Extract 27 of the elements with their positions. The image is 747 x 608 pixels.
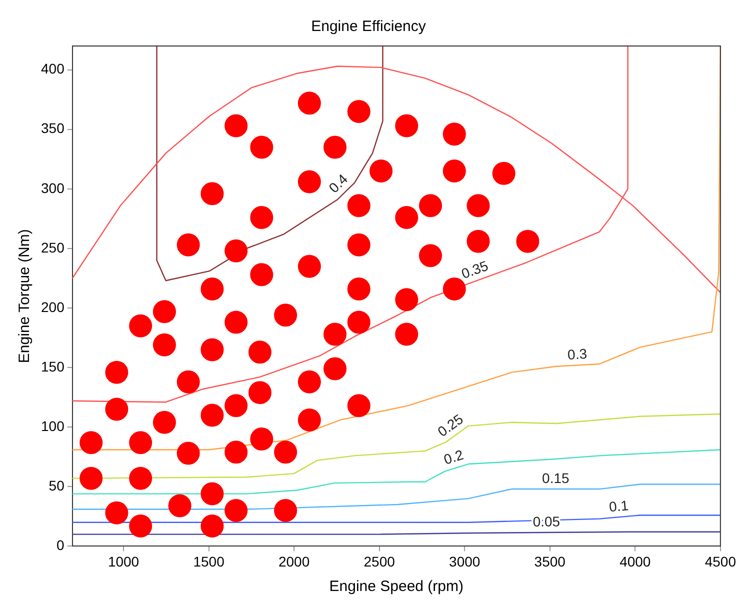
chart-title: Engine Efficiency (311, 18, 426, 36)
y-tick-label: 300 (41, 180, 65, 196)
x-tick-label: 4000 (620, 553, 651, 570)
y-tick-label: 400 (41, 60, 65, 77)
y-axis-title: Engine Torque (Nm) (16, 229, 34, 364)
x-tick-label: 2000 (278, 553, 310, 570)
text: 0.35 (459, 257, 490, 282)
series-label: 0.3 (567, 346, 588, 363)
x-tick-label: 1500 (193, 553, 225, 570)
y-tick-label: 350 (41, 120, 65, 136)
x-tick-label: 1000 (108, 553, 140, 570)
y-tick-label: 250 (41, 239, 65, 256)
x-tick-label: 4500 (704, 553, 736, 570)
x-tick-label: 3000 (449, 553, 480, 570)
x-tick-label: 3500 (534, 553, 566, 570)
y-tick-label: 50 (48, 478, 65, 494)
y-tick-label: 0 (56, 537, 65, 554)
text: 0.4 (326, 170, 351, 196)
text: 0.2 (442, 446, 466, 468)
series-label: 0.15 (542, 470, 570, 486)
y-tick-label: 100 (41, 418, 65, 434)
text: 0.1 (608, 497, 630, 515)
y-tick-label: 200 (41, 298, 65, 315)
y-tick-label: 150 (41, 358, 65, 374)
text: 0.25 (434, 410, 466, 440)
x-axis-title: Engine Speed (rpm) (329, 578, 464, 596)
x-tick-label: 2500 (364, 553, 396, 570)
